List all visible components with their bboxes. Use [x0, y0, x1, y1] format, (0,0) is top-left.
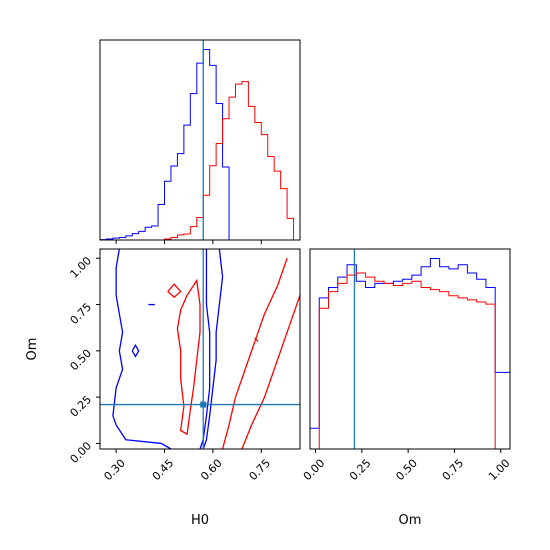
- h0-hist-series-blue: [100, 49, 230, 240]
- h0-hist-frame: [99, 39, 301, 241]
- truth-point-marker: [200, 401, 207, 408]
- y-tick-label: 0.25: [68, 393, 95, 420]
- x-tick-label: 1.00: [486, 457, 513, 484]
- blue-inner-contour: [199, 249, 211, 449]
- contour-frame: [99, 248, 301, 450]
- y-axis-label: Om: [25, 338, 40, 361]
- om-marginal-histogram: 0.00 0.25 0.50 0.75 1.00 Om: [301, 248, 513, 528]
- red-outer-contour: [241, 293, 300, 449]
- x-tick-label: 0.60: [198, 457, 225, 484]
- y-tick-label: 0.50: [68, 347, 95, 374]
- blue-outer-contour: [112, 249, 172, 449]
- om-hist-series-red: [310, 272, 505, 449]
- red-inner-contour: [221, 258, 288, 449]
- x-tick-label: 0.75: [247, 457, 274, 484]
- y-tick-label: 0.00: [68, 439, 95, 466]
- x-tick-label: 0.30: [101, 457, 128, 484]
- om-hist-series-blue: [310, 258, 510, 449]
- om-hist-frame: [309, 248, 511, 450]
- h0-hist-series-red: [158, 81, 300, 240]
- x-tick-label: 0.75: [440, 457, 467, 484]
- h0-om-contour-panel: 0.30 0.45 0.60 0.75 0.00 0.25 0.50 0.75 1.00 H0 Om: [25, 248, 301, 528]
- x-axis-label: Om: [399, 513, 422, 528]
- blue-right-contour: [202, 249, 224, 449]
- red-closed-contour: [176, 278, 201, 436]
- x-axis-label: H0: [191, 513, 209, 528]
- contour-lines: [112, 249, 300, 449]
- contour-island: [167, 283, 182, 299]
- x-tick-label: 0.00: [301, 457, 328, 484]
- x-tick-label: 0.50: [393, 457, 420, 484]
- y-tick-label: 1.00: [68, 254, 95, 281]
- x-tick-label: 0.25: [347, 457, 374, 484]
- y-tick-label: 0.75: [68, 300, 95, 327]
- contour-island: [131, 344, 140, 358]
- x-tick-label: 0.45: [150, 457, 177, 484]
- h0-marginal-histogram: [99, 39, 301, 244]
- contour-island: [254, 337, 259, 343]
